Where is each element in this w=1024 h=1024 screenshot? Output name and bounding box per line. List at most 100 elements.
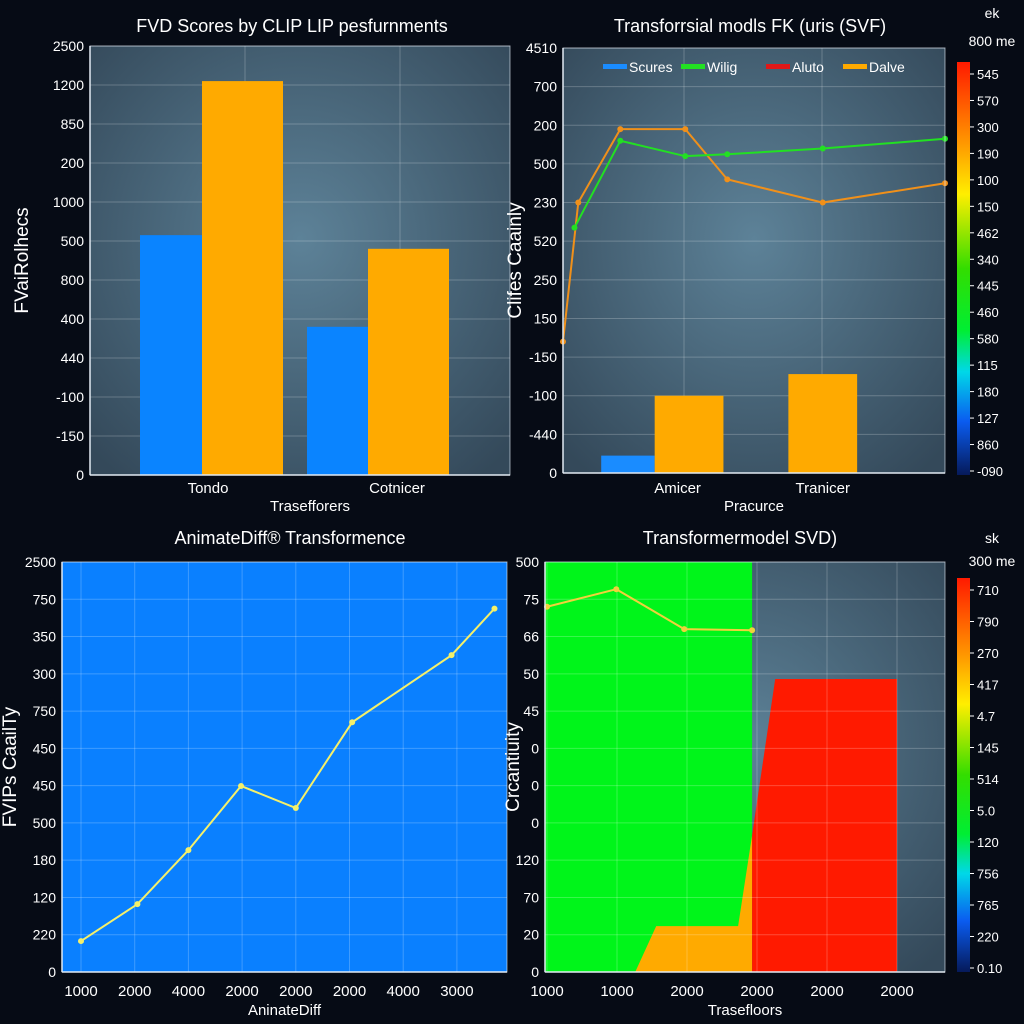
y-tick-label: 220 [33, 927, 57, 943]
x-tick-label: 3000 [440, 983, 473, 1000]
x-tick-label: 2000 [279, 983, 312, 1000]
colorbar-title: 300 me [969, 553, 1016, 569]
colorbar-tick-label: 100 [977, 173, 999, 188]
data-point [575, 199, 582, 206]
colorbar-tick-label: 0.10 [977, 961, 1002, 976]
y-axis-label: FVIPs CaailTy [0, 706, 21, 827]
x-axis-label: AninateDiff [248, 1002, 322, 1019]
x-tick-label: 2000 [810, 983, 843, 1000]
x-axis-label: Trasefforers [270, 498, 350, 515]
x-tick-label: 2000 [880, 983, 913, 1000]
bar [788, 374, 858, 473]
y-tick-label: 2500 [25, 554, 56, 570]
colorbar-tick-label: 514 [977, 772, 999, 787]
bar [307, 326, 368, 475]
y-tick-label: 800 [61, 272, 85, 288]
y-axis-label: Crcantiuity [503, 722, 524, 812]
data-point [724, 176, 731, 183]
y-tick-label: 50 [523, 666, 539, 682]
data-point [448, 652, 455, 659]
data-point [682, 126, 689, 133]
x-tick-label: 2000 [670, 983, 703, 1000]
colorbar-tick-label: 570 [977, 93, 999, 108]
colorbar-tick-label: 300 [977, 120, 999, 135]
legend-swatch [603, 64, 627, 69]
series-line [546, 588, 753, 632]
data-point [134, 901, 141, 908]
legend-label: Aluto [792, 59, 824, 75]
y-tick-label: -100 [529, 388, 557, 404]
plot-border [544, 561, 946, 973]
bar [601, 455, 655, 473]
chart-panel-4: 0 20 70 120 0 0 0 45 50 66 75 500 1000 1000 2000 2000 20… [503, 528, 1016, 1019]
colorbar-tick-label: 445 [977, 279, 999, 294]
x-axis-label: Trasefloors [708, 1002, 782, 1019]
colorbar-tick-label: 860 [977, 438, 999, 453]
y-tick-label: 0 [48, 964, 56, 980]
y-tick-label: 75 [523, 591, 539, 607]
x-tick-label: 2000 [225, 983, 258, 1000]
y-tick-label: 500 [61, 233, 85, 249]
colorbar-tick-label: 462 [977, 226, 999, 241]
colorbar-tick-label: -090 [977, 464, 1003, 479]
y-tick-label: 4510 [526, 40, 557, 56]
colorbar-tick-label: 145 [977, 741, 999, 756]
data-point [238, 783, 245, 790]
colorbar-tick-label: 790 [977, 615, 999, 630]
colorbar-title: ek [985, 5, 1001, 21]
data-point [617, 137, 624, 144]
colorbar-tick-label: 340 [977, 252, 999, 267]
x-tick-label: 1000 [600, 983, 633, 1000]
y-tick-label: -440 [529, 426, 557, 442]
y-tick-label: 850 [61, 116, 85, 132]
y-tick-label: 180 [33, 852, 57, 868]
legend-label: Wilig [707, 59, 737, 75]
x-category-label: Amicer [654, 480, 701, 497]
y-tick-label: 700 [534, 79, 558, 95]
colorbar [957, 62, 970, 475]
colorbar-tick-label: 460 [977, 305, 999, 320]
y-tick-label: 500 [516, 554, 540, 570]
x-axis-label: Pracurce [724, 498, 784, 515]
y-tick-label: 750 [33, 703, 57, 719]
y-tick-label: 250 [534, 272, 558, 288]
y-tick-label: 1000 [53, 194, 84, 210]
y-tick-label: 500 [534, 156, 558, 172]
colorbar-tick-label: 120 [977, 835, 999, 850]
y-tick-label: 20 [523, 927, 539, 943]
colorbar-tick-label: 765 [977, 898, 999, 913]
x-tick-label: 4000 [387, 983, 420, 1000]
colorbar-tick-label: 5.0 [977, 804, 995, 819]
colorbar-tick-label: 190 [977, 146, 999, 161]
chart-title: FVD Scores by CLIP LIP pesfurnments [136, 16, 447, 36]
y-tick-label: 200 [61, 155, 85, 171]
colorbar [957, 578, 970, 972]
colorbar-tick-label: 580 [977, 332, 999, 347]
data-point [571, 224, 578, 231]
area-region-2 [635, 835, 753, 972]
y-axis-label: FVaiRolhecs [12, 207, 33, 313]
colorbar-tick-label: 115 [977, 358, 998, 373]
colorbar-tick-label: 756 [977, 867, 999, 882]
data-point [819, 145, 826, 152]
bar [654, 395, 724, 473]
data-point [349, 719, 356, 726]
y-tick-label: 400 [61, 311, 85, 327]
x-tick-label: 1000 [64, 983, 97, 1000]
x-tick-label: 2000 [740, 983, 773, 1000]
bar [140, 235, 202, 475]
data-point [491, 605, 498, 612]
data-point [185, 847, 192, 854]
colorbar-tick-label: 710 [977, 583, 999, 598]
x-tick-label: 2000 [333, 983, 366, 1000]
y-tick-label: 70 [523, 889, 539, 905]
data-point [613, 586, 620, 593]
chart-title: Transformermodel SVD) [643, 528, 837, 548]
data-point [292, 805, 299, 811]
data-point [682, 153, 689, 160]
x-tick-label: 1000 [530, 983, 563, 1000]
data-point [681, 626, 688, 633]
y-tick-label: 0 [531, 815, 539, 831]
bar [202, 81, 283, 475]
y-axis-label: Clifes Caainly [505, 202, 526, 319]
